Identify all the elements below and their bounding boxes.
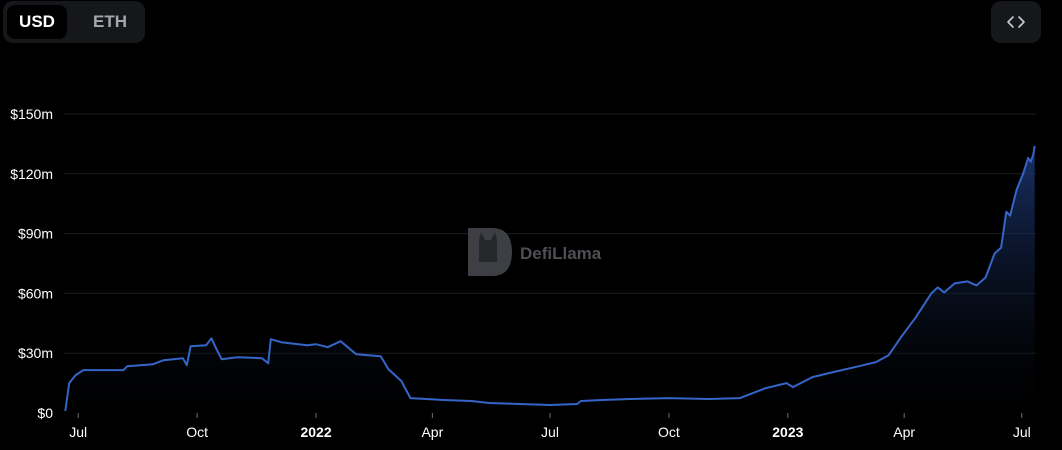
code-brackets-icon: [1007, 16, 1025, 28]
x-tick-label: 2023: [772, 424, 803, 440]
y-tick-label: $60m: [18, 285, 53, 301]
grid-lines: [64, 113, 1036, 354]
currency-toggle: USD ETH: [3, 1, 145, 43]
x-tick-label: Oct: [186, 424, 208, 440]
y-tick-label: $120m: [10, 166, 53, 182]
tvl-area-fill: [65, 145, 1035, 413]
tvl-line: [64, 145, 1036, 412]
y-tick-label: $30m: [18, 345, 53, 361]
eth-toggle-button[interactable]: ETH: [93, 12, 127, 31]
x-tick-label: Apr: [421, 424, 443, 440]
defillama-logo-icon: [468, 228, 512, 276]
x-tick-label: Jul: [1013, 424, 1031, 440]
y-tick-label: $0: [37, 405, 53, 421]
watermark: DefiLlama: [468, 228, 602, 276]
x-axis-labels: Jul Oct 2022 Apr Jul Oct 2023 Apr Jul: [69, 413, 1031, 440]
x-tick-label: 2022: [300, 424, 331, 440]
usd-toggle-button[interactable]: USD: [7, 5, 67, 39]
y-tick-label: $90m: [18, 226, 53, 242]
x-tick-label: Jul: [541, 424, 559, 440]
embed-button[interactable]: [991, 1, 1041, 43]
watermark-text: DefiLlama: [520, 244, 602, 263]
y-axis-labels: $0 $30m $60m $90m $120m $150m: [10, 106, 53, 421]
y-tick-label: $150m: [10, 106, 53, 122]
x-tick-label: Oct: [658, 424, 680, 440]
x-tick-label: Jul: [69, 424, 87, 440]
x-tick-label: Apr: [893, 424, 915, 440]
